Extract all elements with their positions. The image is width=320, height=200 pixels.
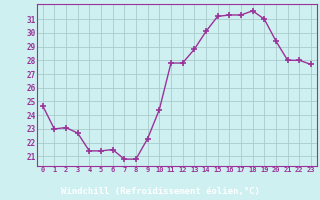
Text: Windchill (Refroidissement éolien,°C): Windchill (Refroidissement éolien,°C) — [60, 187, 260, 196]
